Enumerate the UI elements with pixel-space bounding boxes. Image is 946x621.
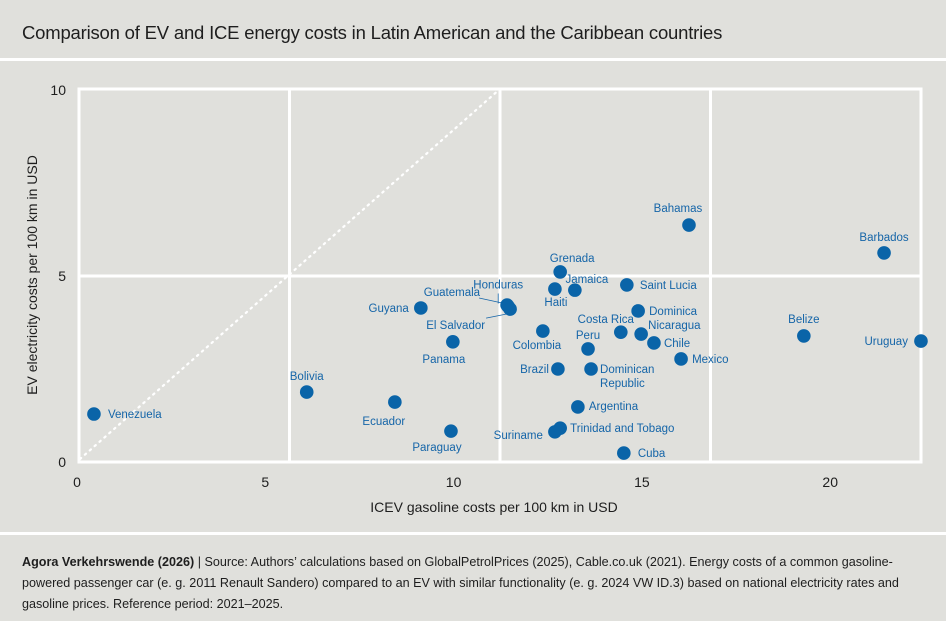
point-grenada	[553, 265, 567, 279]
label-bolivia: Bolivia	[290, 371, 324, 383]
label-haiti: Haiti	[544, 297, 567, 309]
reference-line-dotted	[78, 88, 500, 461]
source-note: Agora Verkehrswende (2026) | Source: Aut…	[22, 552, 932, 615]
point-paraguay	[444, 424, 458, 438]
label-grenada: Grenada	[550, 253, 595, 265]
point-el-salvador	[503, 302, 517, 316]
point-nicaragua	[634, 327, 648, 341]
label-guyana: Guyana	[369, 303, 410, 315]
label-belize: Belize	[788, 314, 819, 326]
x-tick-label: 15	[634, 474, 650, 490]
point-chile	[647, 336, 661, 350]
x-tick-label: 20	[822, 474, 838, 490]
label-panama: Panama	[422, 354, 465, 366]
label-trinidad-and-tobago: Trinidad and Tobago	[570, 423, 674, 435]
label-ecuador: Ecuador	[362, 416, 405, 428]
y-tick-label: 0	[58, 454, 66, 470]
label-colombia: Colombia	[513, 340, 562, 352]
point-dominican-republic	[584, 362, 598, 376]
label-saint-lucia: Saint Lucia	[640, 280, 698, 292]
point-dominica	[631, 304, 645, 318]
label-el-salvador: El Salvador	[426, 320, 485, 332]
point-costa-rica	[614, 325, 628, 339]
label-chile: Chile	[664, 338, 690, 350]
label-argentina: Argentina	[589, 401, 639, 413]
label-paraguay: Paraguay	[412, 442, 461, 454]
point-ecuador	[388, 395, 402, 409]
point-trinidad-and-tobago	[553, 421, 567, 435]
y-axis-label: EV electricity costs per 100 km in USD	[24, 155, 40, 395]
point-brazil	[551, 362, 565, 376]
data-labels: Venezuela Bolivia Ecuador Paraguay Panama Guy…	[108, 203, 909, 460]
point-venezuela	[87, 407, 101, 421]
label-jamaica: Jamaica	[565, 274, 608, 286]
point-colombia	[536, 324, 550, 338]
point-peru	[581, 342, 595, 356]
grid	[77, 87, 923, 464]
source-author: Agora Verkehrswende (2026)	[22, 555, 195, 569]
label-brazil: Brazil	[520, 364, 549, 376]
label-suriname: Suriname	[494, 430, 543, 442]
point-jamaica	[568, 283, 582, 297]
label-dominican-republic: Dominican	[600, 364, 654, 376]
label-mexico: Mexico	[692, 354, 728, 366]
point-haiti	[548, 282, 562, 296]
label-honduras: Honduras	[473, 280, 523, 292]
axis-ticks: 0 5 10 15 20 0 5 10	[50, 82, 838, 490]
label-guatemala: Guatemala	[424, 287, 481, 299]
point-cuba	[617, 446, 631, 460]
label-venezuela: Venezuela	[108, 409, 162, 421]
label-barbados: Barbados	[859, 232, 908, 244]
point-uruguay	[914, 334, 928, 348]
divider-bottom	[0, 532, 946, 535]
point-argentina	[571, 400, 585, 414]
point-guyana	[414, 301, 428, 315]
point-saint-lucia	[620, 278, 634, 292]
label-dominican-republic-line2: Republic	[600, 378, 645, 390]
y-tick-label: 10	[50, 82, 66, 98]
x-axis-label: ICEV gasoline costs per 100 km in USD	[370, 499, 617, 515]
label-uruguay: Uruguay	[864, 336, 908, 348]
point-bahamas	[682, 218, 696, 232]
point-bolivia	[299, 385, 314, 399]
label-nicaragua: Nicaragua	[648, 320, 701, 332]
data-points	[87, 218, 928, 460]
point-barbados	[877, 246, 891, 260]
label-costa-rica: Costa Rica	[578, 314, 635, 326]
x-tick-label: 0	[73, 474, 81, 490]
source-text: | Source: Authors’ calculations based on…	[22, 555, 899, 611]
x-tick-label: 5	[261, 474, 269, 490]
label-cuba: Cuba	[638, 448, 666, 460]
point-mexico	[674, 352, 688, 366]
divider-top	[0, 58, 946, 61]
point-belize	[797, 329, 811, 343]
reference-line	[78, 88, 500, 461]
leader-line-el-salvador	[486, 313, 507, 319]
point-panama	[446, 335, 460, 349]
label-dominica: Dominica	[649, 306, 698, 318]
chart-title: Comparison of EV and ICE energy costs in…	[22, 22, 723, 43]
label-bahamas: Bahamas	[654, 203, 703, 215]
leader-lines	[478, 293, 507, 319]
y-tick-label: 5	[58, 268, 66, 284]
x-tick-label: 10	[446, 474, 462, 490]
label-peru: Peru	[576, 330, 600, 342]
